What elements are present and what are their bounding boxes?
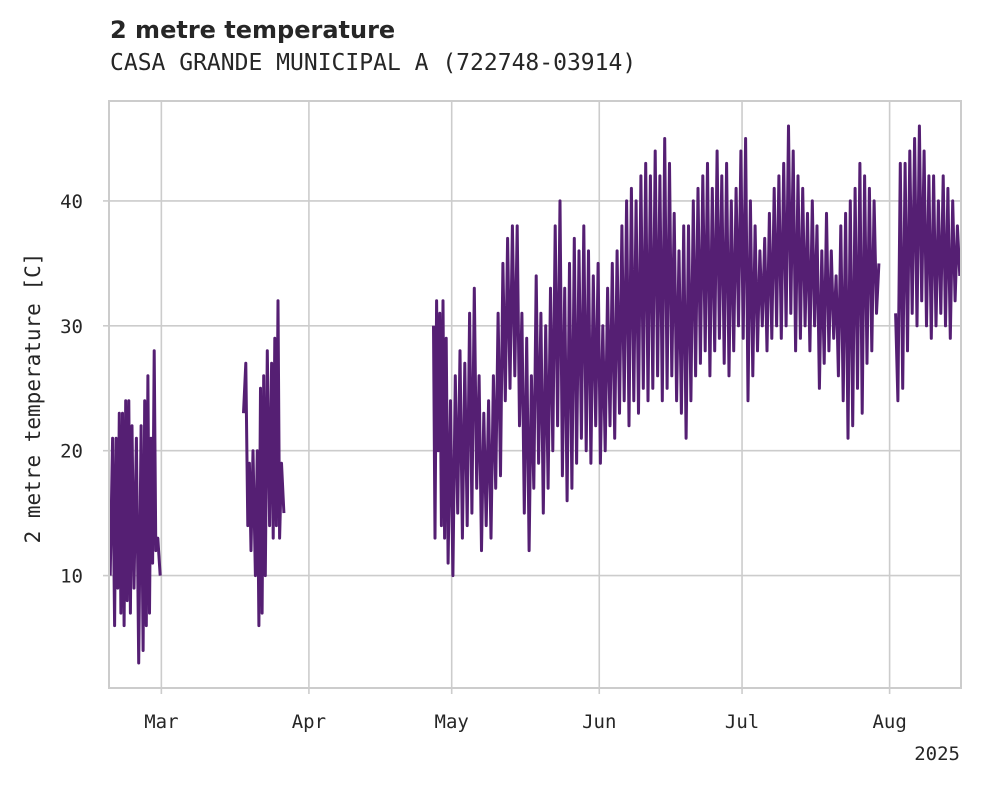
y-axis-label: 2 metre temperature [C] [21, 253, 45, 544]
temperature-series-line [242, 299, 286, 628]
y-tick-label: 30 [60, 316, 83, 338]
y-tick-label: 20 [60, 441, 83, 463]
plot-frame [108, 100, 962, 689]
temperature-series-line [432, 124, 881, 578]
temperature-series-line [894, 124, 962, 403]
y-tick-label: 10 [60, 566, 83, 588]
x-axis-year-label: 2025 [914, 743, 960, 765]
x-tick-label: Mar [144, 711, 178, 733]
x-tick-label: Aug [872, 711, 906, 733]
chart-subtitle: CASA GRANDE MUNICIPAL A (722748-03914) [110, 50, 637, 76]
temperature-series-line [108, 349, 162, 665]
chart-title: 2 metre temperature [110, 16, 396, 44]
x-tick-label: Apr [292, 711, 326, 733]
series-layer [108, 124, 962, 665]
x-tick-label: Jun [582, 711, 616, 733]
x-tick-label: May [435, 711, 469, 733]
y-axis-ticks: 10 20 30 40 [60, 191, 109, 588]
x-tick-label: Jul [725, 711, 759, 733]
y-tick-label: 40 [60, 191, 83, 213]
x-axis-ticks: Mar Apr May Jun Jul Aug [144, 688, 907, 733]
